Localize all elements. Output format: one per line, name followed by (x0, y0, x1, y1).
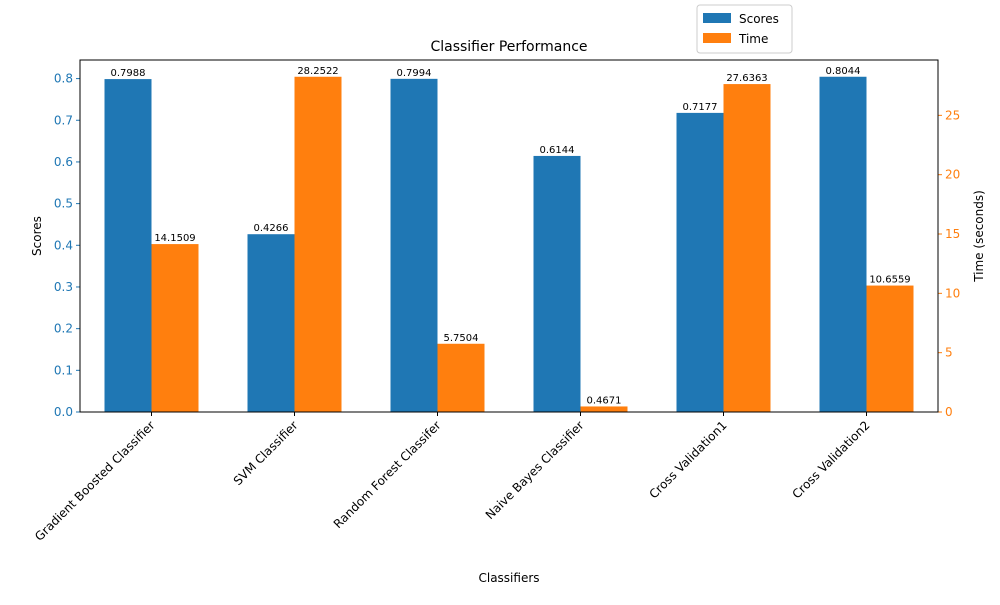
bar-time-2 (294, 76, 342, 413)
bar-time-4 (580, 406, 628, 412)
legend-label-time: Time (738, 32, 768, 46)
data-label-scores-4: 0.6144 (540, 145, 575, 156)
y-left-tick-label: 0.1 (54, 363, 73, 377)
bar-time-3 (437, 343, 485, 412)
bar-scores-1 (104, 79, 152, 412)
y-right-tick-label: 15 (945, 227, 960, 241)
bar-time-1 (151, 244, 199, 412)
bar-scores-6 (819, 76, 867, 412)
y-left-tick-label: 0.3 (54, 280, 73, 294)
y-left-tick-label: 0.5 (54, 197, 73, 211)
data-label-time-5: 27.6363 (726, 73, 767, 84)
chart-title: Classifier Performance (430, 39, 587, 55)
bar-time-6 (866, 285, 914, 412)
data-label-scores-5: 0.7177 (683, 102, 718, 113)
data-label-scores-2: 0.4266 (254, 223, 289, 234)
y-left-tick-label: 0.2 (54, 322, 73, 336)
plot-area: 0.7988 14.1509 Gradient Boosted Classifier… (32, 59, 960, 544)
x-tick-label: Random Forest Classifer (331, 418, 444, 531)
x-tick-label: SVM Classifier (231, 418, 301, 488)
data-label-scores-3: 0.7994 (397, 68, 432, 79)
data-label-time-2: 28.2522 (297, 66, 338, 77)
data-label-time-1: 14.1509 (154, 233, 195, 244)
legend-swatch-time (703, 33, 731, 43)
y-left-tick-label: 0.7 (54, 113, 73, 127)
y-axis-right-label: Time (seconds) (972, 190, 986, 283)
data-label-time-6: 10.6559 (869, 275, 910, 286)
y-right-tick-label: 20 (945, 168, 960, 182)
bar-time-5 (723, 84, 771, 413)
data-label-time-3: 5.7504 (444, 333, 479, 344)
x-tick-label: Gradient Boosted Classifier (32, 418, 158, 544)
legend-swatch-scores (703, 13, 731, 23)
y-axis-left-label: Scores (30, 216, 44, 256)
y-right-tick-label: 25 (945, 108, 960, 122)
legend: Scores Time (696, 4, 793, 54)
y-left-tick-label: 0.4 (54, 238, 73, 252)
bar-scores-3 (390, 78, 438, 412)
y-left-tick-label: 0.8 (54, 72, 73, 86)
y-right-tick-label: 10 (945, 286, 960, 300)
data-label-scores-1: 0.7988 (111, 68, 146, 79)
data-label-scores-6: 0.8044 (826, 66, 861, 77)
data-label-time-4: 0.4671 (587, 395, 622, 406)
legend-label-scores: Scores (739, 12, 779, 26)
bar-scores-2 (247, 234, 295, 412)
y-right-tick-label: 0 (945, 405, 953, 419)
bar-scores-4 (533, 155, 581, 412)
x-axis-label: Classifiers (478, 571, 539, 585)
y-left-tick-label: 0.6 (54, 155, 73, 169)
x-tick-label: Naive Bayes Classifier (483, 418, 587, 522)
y-left-tick-label: 0.0 (54, 405, 73, 419)
plot-frame (79, 59, 939, 413)
x-tick-label: Cross Validation1 (646, 418, 729, 501)
y-right-tick-label: 5 (945, 346, 953, 360)
bar-scores-5 (676, 112, 724, 413)
x-tick-label: Cross Validation2 (789, 418, 872, 501)
